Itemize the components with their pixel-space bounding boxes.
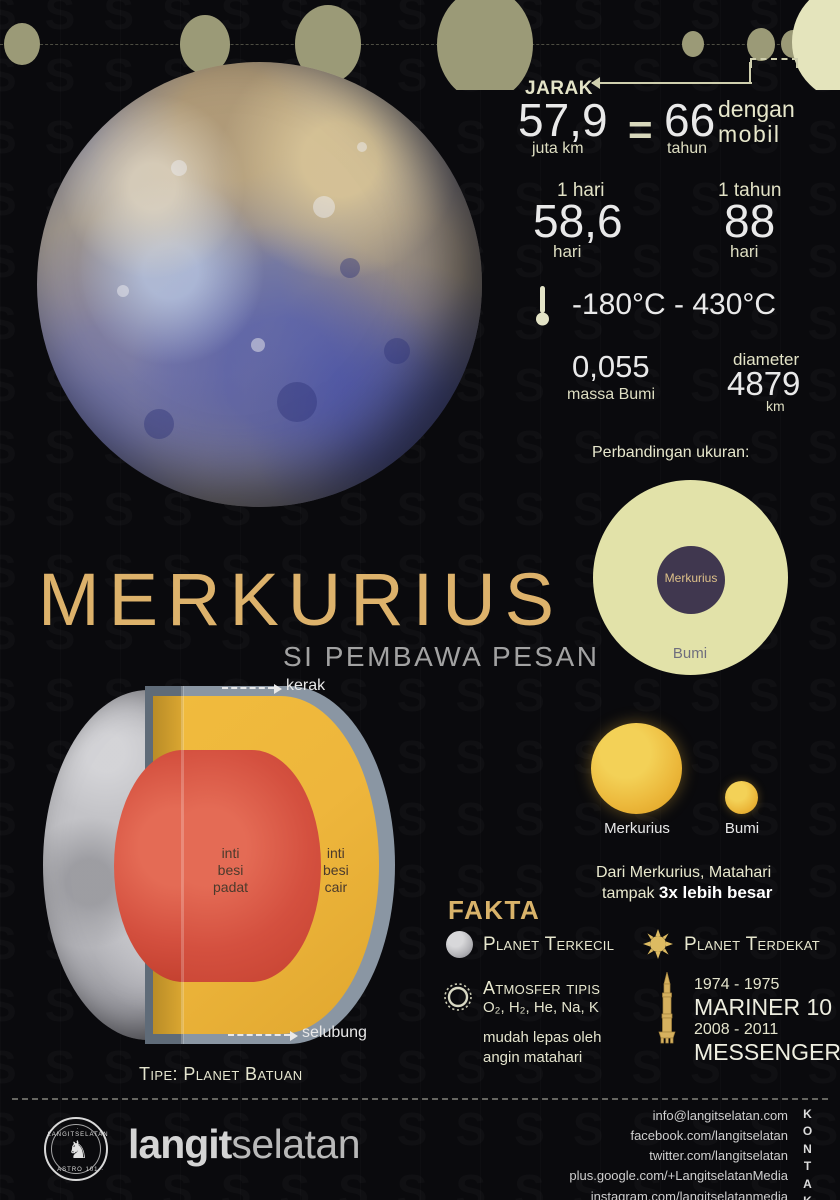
page-title: MERKURIUS (38, 558, 564, 641)
mass-value: 0,055 (572, 349, 650, 384)
sun-disc (792, 0, 840, 90)
distance-bracket (750, 58, 798, 68)
diameter-value: 4879 (727, 365, 801, 402)
orbit-dashed-line (0, 44, 840, 45)
planet-type-label: Tipe: Planet Batuan (139, 1064, 303, 1084)
kontak-letter: K (803, 1107, 813, 1121)
rocket-icon (656, 971, 678, 1044)
day-unit: hari (553, 242, 582, 261)
kontak-letter: N (803, 1141, 813, 1156)
cutaway-seam (181, 686, 184, 1044)
planet-2 (180, 14, 231, 74)
contact-item[interactable]: twitter.com/langitselatan (649, 1148, 788, 1164)
inner-core-label: inti besi padat (213, 845, 249, 895)
mission-2-name: MESSENGER (694, 1039, 840, 1065)
day-label: 1 hari (557, 180, 605, 201)
kontak-letter: T (803, 1159, 813, 1174)
sun-note-emphasis: 3x lebih besar (658, 883, 773, 902)
langitselatan-badge-logo: · LANGITSELATAN · ♞ · ASTRO 101 · (44, 1117, 108, 1181)
year-label: 1 tahun (718, 180, 782, 201)
planet-6 (747, 27, 776, 61)
diameter-label: diameter (733, 350, 800, 369)
sun-note-line2: tampak 3x lebih besar (602, 883, 772, 903)
kontak-letter: K (800, 1193, 816, 1200)
planet-5 (682, 31, 704, 57)
badge-top-text: · LANGITSELATAN · (47, 1126, 109, 1144)
fact-closest-planet-label: Planet Terdekat (684, 934, 821, 955)
sun-from-mercury-label: Merkurius (604, 820, 670, 837)
bracket-drop-line (749, 62, 751, 84)
crust-label: kerak (286, 677, 326, 694)
mercury-size-label: Merkurius (664, 571, 718, 585)
contact-item[interactable]: plus.google.com/+LangitselatanMedia (569, 1168, 788, 1184)
earth-size-label: Bumi (672, 645, 708, 662)
diameter-unit: km (766, 398, 785, 414)
solar-system-strip (0, 0, 840, 90)
distance-label: JARAK (525, 78, 593, 99)
facts-title: FAKTA (448, 895, 541, 925)
travel-years-unit: tahun (667, 140, 708, 157)
brand-name-thin: selatan (231, 1121, 361, 1167)
kontak-vertical-label: KONTAK (800, 1106, 816, 1200)
sun-note-prefix: tampak (602, 885, 659, 902)
year-value: 88 (724, 195, 776, 247)
crust-leader-line (222, 684, 282, 694)
distance-value: 57,9 (518, 94, 608, 146)
outer-core-layer (183, 750, 321, 982)
mantle-leader-line (228, 1031, 298, 1041)
contact-item[interactable]: facebook.com/langitselatan (630, 1128, 788, 1144)
planet-4 (436, 0, 533, 90)
kontak-letter: O (802, 1124, 814, 1139)
size-comparison-title: Perbandingan ukuran: (592, 444, 750, 461)
badge-emblem-icon: ♞ (67, 1137, 89, 1164)
fact-smallest-planet-label: Planet Terkecil (483, 934, 615, 955)
year-unit: hari (730, 242, 759, 261)
page-subtitle: SI PEMBAWA PESAN (283, 641, 600, 672)
equals-sign: = (628, 106, 653, 153)
thermometer-icon (536, 286, 549, 328)
travel-mode-line1: dengan (718, 96, 795, 122)
day-value: 58,6 (533, 195, 623, 247)
brand-name-bold: langit (128, 1121, 232, 1167)
moon-icon (446, 931, 473, 958)
mission-1-years: 1974 - 1975 (694, 976, 780, 993)
atmosphere-ring-icon (443, 982, 473, 1012)
badge-bottom-text: · ASTRO 101 · (51, 1167, 105, 1173)
fact-atmosphere-label: Atmosfer tipis (483, 978, 601, 998)
mission-1-name: MARINER 10 (694, 994, 833, 1020)
outer-core-label: inti besi cair (323, 845, 349, 895)
interior-cutaway-diagram (35, 678, 395, 1058)
mission-2-years: 2008 - 2011 (694, 1021, 779, 1038)
contact-item[interactable]: instagram.com/langitselatanmedia (590, 1188, 788, 1200)
contact-item[interactable]: info@langitselatan.com (652, 1108, 788, 1123)
distance-unit: juta km (532, 140, 584, 157)
planet-1 (4, 22, 41, 66)
contact-list: info@langitselatan.com facebook.com/langi… (478, 1106, 788, 1200)
sun-icon (643, 929, 673, 959)
badge-inner-ring (51, 1124, 101, 1174)
mass-label: massa Bumi (567, 386, 656, 403)
brand-wordmark: langitselatan (128, 1121, 361, 1167)
sun-from-earth-disc (725, 781, 758, 814)
kontak-letter: A (803, 1176, 813, 1191)
mercury-planet-image (37, 62, 482, 507)
travel-mode-line2: mobil (718, 121, 781, 147)
sun-from-mercury-disc (591, 723, 682, 814)
footer-divider (12, 1098, 828, 1100)
distance-arrow (591, 77, 752, 89)
sun-from-earth-label: Bumi (724, 820, 760, 837)
mercury-size-circle (657, 546, 725, 614)
fact-atmosphere-note: mudah lepas oleh angin matahari (483, 1029, 602, 1067)
sun-note-line1: Dari Merkurius, Matahari (596, 864, 772, 881)
temperature-range: -180°C - 430°C (572, 288, 777, 321)
fact-atmosphere-composition: O₂, H₂, He, Na, K (483, 999, 599, 1016)
travel-years-value: 66 (664, 94, 716, 146)
mantle-label: selubung (302, 1024, 367, 1041)
